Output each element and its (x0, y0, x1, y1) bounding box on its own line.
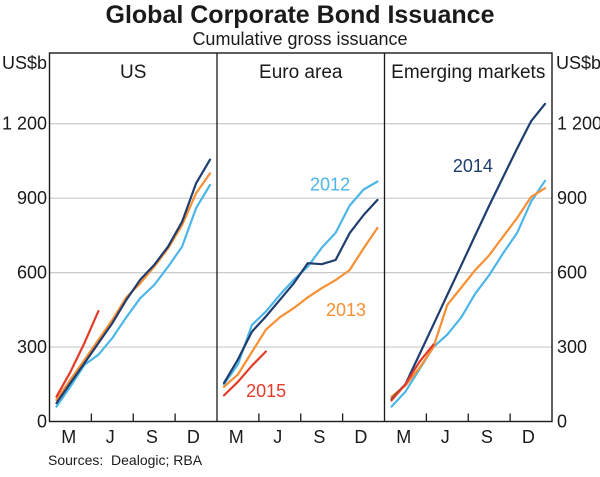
x-tick-label: M (229, 427, 244, 447)
x-tick-label: S (313, 427, 325, 447)
x-tick-label: D (522, 427, 535, 447)
panel-title: Emerging markets (391, 62, 545, 83)
y-tick-label-right: 900 (557, 188, 587, 208)
series-line-2015 (222, 350, 267, 397)
series-group (55, 102, 547, 408)
y-tick-label-left: 600 (17, 263, 47, 283)
year-label-2012: 2012 (310, 174, 350, 194)
series-line-2012 (390, 179, 547, 408)
x-tick-label: M (396, 427, 411, 447)
series-line-2013 (390, 187, 547, 398)
year-label-2013: 2013 (326, 300, 366, 320)
x-tick-label: J (106, 427, 115, 447)
panel-title: US (120, 62, 146, 83)
y-tick-label-left: 1 200 (2, 114, 47, 134)
y-axis-unit-left: US$b (2, 53, 47, 73)
y-tick-label-right: 300 (557, 337, 587, 357)
frame-group (48, 52, 553, 423)
plot-frame (48, 52, 553, 423)
series-line-2012 (222, 180, 379, 386)
series-line-2014 (222, 198, 379, 385)
y-tick-label-right: 600 (557, 263, 587, 283)
chart-subtitle: Cumulative gross issuance (192, 29, 408, 49)
chart-title: Global Corporate Bond Issuance (105, 1, 495, 29)
y-axis-unit-right: US$b (556, 53, 600, 73)
y-tick-label-left: 900 (17, 188, 47, 208)
series-line-2014 (390, 102, 547, 401)
x-tick-label: J (441, 427, 450, 447)
x-tick-label: D (187, 427, 200, 447)
x-tick-label: D (354, 427, 367, 447)
x-tick-label: J (273, 427, 282, 447)
ticks-group (90, 413, 511, 422)
series-line-2013 (222, 226, 379, 388)
panel-title: Euro area (259, 62, 343, 83)
y-tick-label-left: 300 (17, 337, 47, 357)
year-label-2014: 2014 (453, 156, 493, 176)
labels-group: 0 0 300 300 600 600 900 900 1 200 1 200 US$b US$b M J… (2, 53, 600, 447)
year-label-2015: 2015 (246, 381, 286, 401)
series-line-2015 (390, 343, 435, 402)
y-tick-label-right: 0 (557, 412, 567, 432)
y-tick-label-right: 1 200 (557, 114, 600, 134)
series-line-2014 (55, 158, 212, 405)
series-line-2015 (55, 310, 100, 398)
y-tick-label-left: 0 (37, 412, 47, 432)
x-tick-label: S (481, 427, 493, 447)
source-note: Sources: Dealogic; RBA (48, 452, 203, 468)
x-tick-label: M (61, 427, 76, 447)
x-tick-label: S (146, 427, 158, 447)
series-line-2012 (55, 183, 212, 408)
